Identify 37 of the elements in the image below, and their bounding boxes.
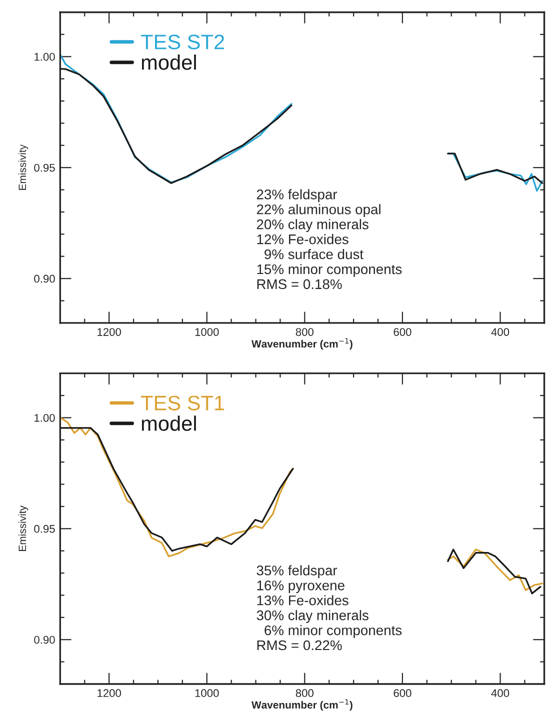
- y-axis-title: Emissivity: [18, 506, 28, 551]
- annotation: 9% surface dust: [264, 248, 364, 260]
- x-tick-label: 400: [491, 689, 510, 698]
- legend-label: TES ST2: [141, 34, 224, 50]
- x-tick-label: 400: [491, 328, 510, 336]
- annotation: 16% pyroxene: [257, 580, 344, 594]
- annotation: 35% feldspar: [256, 565, 338, 578]
- y-tick-label: 0.90: [34, 636, 55, 644]
- annotation: 6% minor components: [264, 625, 402, 638]
- annotation: 22% aluminous opal: [256, 204, 380, 218]
- x-tick-label: 1200: [98, 689, 121, 698]
- y-tick-label: 0.90: [34, 274, 55, 283]
- x-tick-label: 1000: [195, 689, 219, 698]
- annotation: RMS = 0.22%: [257, 640, 342, 650]
- annotation: 12% Fe-oxides: [257, 234, 348, 244]
- annotation: 23% feldspar: [256, 189, 338, 202]
- legend-label: model: [142, 416, 196, 431]
- x-tick-label: 1000: [195, 328, 219, 336]
- annotation: 13% Fe-oxides: [257, 595, 348, 606]
- y-tick-label: 0.95: [34, 164, 55, 172]
- annotation: RMS = 0.18%: [257, 279, 342, 290]
- x-axis-title: Wavenumber (cm$^{−1}$): [252, 338, 352, 350]
- legend-label: model: [142, 54, 196, 70]
- annotation: 30% clay minerals: [256, 610, 368, 624]
- x-tick-label: 800: [296, 328, 314, 336]
- x-tick-label: 800: [296, 689, 314, 698]
- x-axis-title: Wavenumber (cm$^{−1}$): [252, 699, 352, 711]
- x-tick-label: 1200: [98, 328, 121, 336]
- x-tick-label: 600: [394, 328, 412, 336]
- y-tick-label: 1.00: [34, 52, 55, 61]
- legend-label: TES ST1: [141, 396, 224, 410]
- annotation: 15% minor components: [257, 264, 402, 277]
- x-tick-label: 600: [394, 689, 412, 698]
- y-tick-label: 1.00: [34, 414, 55, 422]
- annotation: 20% clay minerals: [256, 219, 368, 232]
- y-tick-label: 0.95: [34, 524, 55, 533]
- y-axis-title: Emissivity: [18, 144, 28, 190]
